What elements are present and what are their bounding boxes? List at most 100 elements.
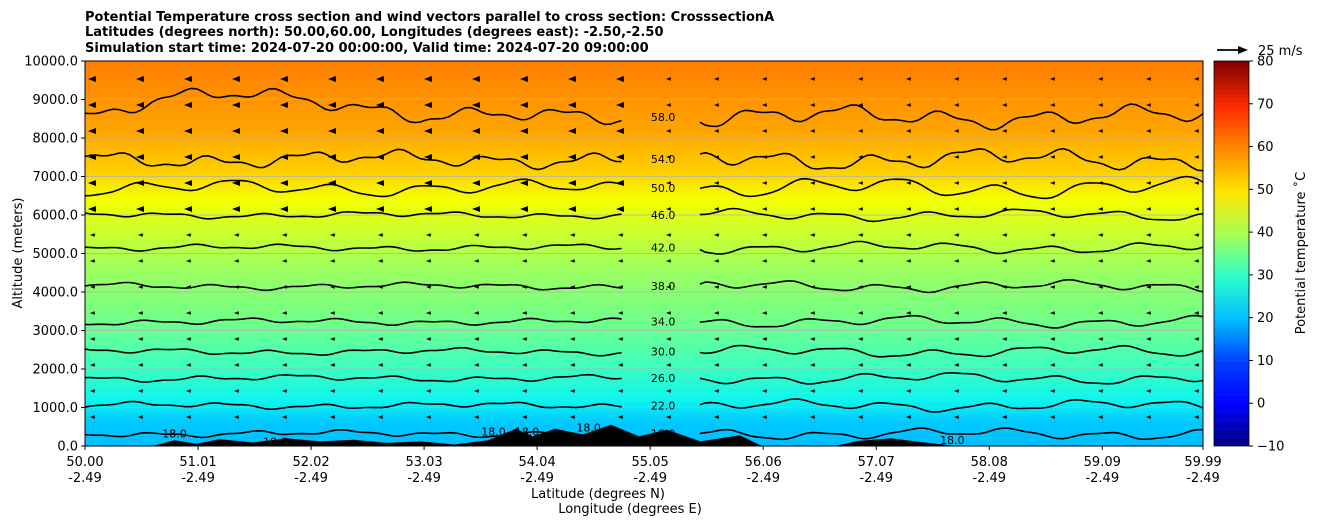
y-axis-label: Altitude (meters)	[11, 198, 26, 309]
wind-vector-263	[1194, 337, 1199, 341]
wind-vector-249	[522, 337, 527, 341]
wind-vector-90	[954, 155, 959, 159]
wind-vector-171	[234, 259, 239, 263]
wind-vector-163	[1002, 233, 1007, 237]
colorbar-bar	[1214, 61, 1249, 446]
wind-vector-311	[1194, 389, 1199, 393]
wind-vector-303	[810, 389, 815, 393]
contour-line-18.0-seg1	[699, 427, 1203, 441]
wind-vector-279	[810, 363, 815, 367]
contour-line-38.0-seg0	[85, 281, 622, 292]
wind-vector-317	[330, 415, 335, 419]
wind-vector-319	[426, 415, 431, 419]
surface-contour-label-5: 18.0	[940, 434, 965, 447]
wind-vector-201	[522, 285, 527, 289]
wind-vector-189	[1098, 259, 1103, 263]
wind-vector-207	[810, 285, 815, 289]
wind-vector-250	[570, 337, 575, 341]
wind-vector-7	[424, 76, 432, 82]
x-tick-label-lon-5: -2.49	[633, 471, 667, 486]
colorbar-tick-label-5: 40	[1257, 226, 1274, 241]
wind-vector-316	[282, 415, 287, 419]
wind-vector-130	[568, 206, 576, 212]
wind-vector-274	[570, 363, 575, 367]
wind-vector-70	[1146, 129, 1151, 133]
wind-vector-276	[666, 363, 671, 367]
wind-vector-11	[616, 76, 624, 82]
wind-vector-214	[1146, 285, 1151, 289]
wind-vector-272	[474, 363, 479, 367]
wind-vector-111	[810, 181, 815, 185]
wind-vector-123	[232, 206, 240, 212]
wind-vector-278	[762, 363, 767, 367]
wind-vector-266	[186, 363, 191, 367]
wind-vector-282	[954, 363, 959, 367]
wind-vector-292	[282, 389, 287, 393]
wind-vector-127	[424, 206, 432, 212]
wind-vector-298	[570, 389, 575, 393]
wind-vector-267	[234, 363, 239, 367]
wind-vector-199	[426, 285, 431, 289]
wind-vector-98	[184, 180, 192, 186]
wind-vector-208	[858, 285, 863, 289]
wind-vector-44	[1050, 103, 1055, 107]
wind-vector-162	[954, 233, 959, 237]
wind-vector-83	[616, 154, 624, 160]
wind-vector-41	[906, 103, 911, 107]
wind-vector-31	[424, 102, 432, 108]
y-tick-label-2: 2000.0	[33, 363, 79, 378]
wind-vector-50	[184, 128, 192, 134]
contour-label-5: 38.0	[651, 280, 676, 293]
wind-vector-5	[328, 76, 336, 82]
colorbar-frame	[1213, 60, 1250, 447]
x-tick-label-lon-8: -2.49	[972, 471, 1006, 486]
wind-vector-60	[666, 129, 671, 133]
wind-vector-160	[858, 233, 863, 237]
wind-vector-246	[378, 337, 383, 341]
wind-vector-56	[472, 128, 480, 134]
wind-vector-280	[858, 363, 863, 367]
wind-vector-223	[426, 311, 431, 315]
wind-vector-75	[232, 154, 240, 160]
wind-vector-10	[568, 76, 576, 82]
wind-vector-217	[138, 311, 143, 315]
wind-vector-45	[1098, 103, 1103, 107]
wind-vector-173	[330, 259, 335, 263]
wind-vector-191	[1194, 259, 1199, 263]
wind-vector-297	[522, 389, 527, 393]
wind-vector-216	[90, 311, 95, 315]
wind-vector-244	[282, 337, 287, 341]
colorbar-tick-label-9: 80	[1257, 55, 1274, 70]
wind-vector-326	[762, 415, 767, 419]
x-tick-label-lat-2: 52.02	[292, 455, 329, 470]
wind-vector-324	[666, 415, 671, 419]
wind-vector-271	[426, 363, 431, 367]
wind-vector-39	[810, 103, 815, 107]
wind-vector-15	[810, 77, 815, 81]
wind-vector-254	[762, 337, 767, 341]
wind-vector-234	[954, 311, 959, 315]
wind-vector-200	[474, 285, 479, 289]
surface-contour-label-4: 18.0	[576, 422, 601, 435]
wind-vector-204	[666, 285, 671, 289]
wind-vector-129	[520, 206, 528, 212]
wind-vector-275	[618, 363, 623, 367]
wind-vector-137	[906, 207, 911, 211]
wind-vector-104	[472, 180, 480, 186]
contour-line-46.0-seg0	[85, 210, 622, 220]
wind-vector-165	[1098, 233, 1103, 237]
wind-vector-179	[618, 259, 623, 263]
vector-key: 25 m/s	[1217, 44, 1303, 59]
wind-vector-77	[328, 154, 336, 160]
x-axis-label-longitude: Longitude (degrees E)	[558, 502, 702, 517]
plot-area	[85, 61, 1203, 446]
wind-vector-295	[426, 389, 431, 393]
wind-vector-215	[1194, 285, 1199, 289]
wind-vector-247	[426, 337, 431, 341]
wind-vector-93	[1098, 155, 1103, 159]
vector-key-label: 25 m/s	[1258, 44, 1303, 59]
wind-vector-59	[616, 128, 624, 134]
wind-vector-241	[138, 337, 143, 341]
wind-vector-35	[616, 102, 624, 108]
wind-vector-29	[328, 102, 336, 108]
